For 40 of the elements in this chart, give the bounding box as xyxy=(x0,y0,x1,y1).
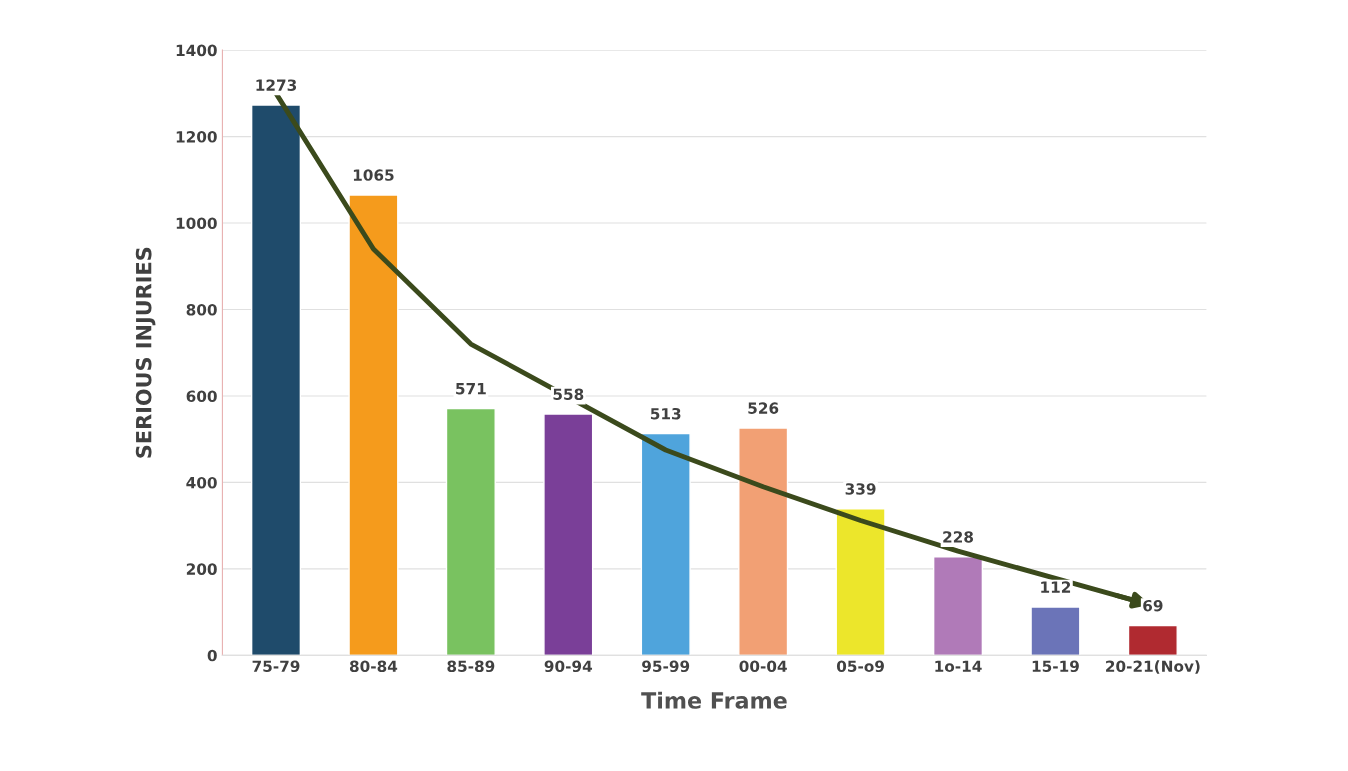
bar xyxy=(250,104,302,656)
data-label: 513 xyxy=(650,407,681,420)
x-tick-label: 95-99 xyxy=(642,660,690,673)
bar xyxy=(835,508,886,656)
y-tick-label: 1000 xyxy=(176,217,217,230)
bar xyxy=(543,413,594,656)
bar xyxy=(1127,624,1178,656)
data-label: 526 xyxy=(748,402,779,414)
data-label: 69 xyxy=(1143,599,1163,612)
data-label: 571 xyxy=(456,383,486,395)
y-tick-label: 200 xyxy=(186,563,217,575)
x-tick-label: 05-o9 xyxy=(836,660,884,673)
y-tick-label: 1400 xyxy=(176,44,217,57)
y-tick-label: 1200 xyxy=(176,131,217,143)
bar xyxy=(738,427,789,656)
data-label: 228 xyxy=(943,531,974,543)
x-tick-label: 00-04 xyxy=(739,660,787,673)
bar xyxy=(1030,606,1081,656)
x-tick-label: 90-94 xyxy=(544,660,593,673)
y-axis-title: SERIOUS INJURIES xyxy=(135,247,156,458)
data-label: 1273 xyxy=(256,79,297,91)
bar xyxy=(445,407,496,656)
y-tick-label: 0 xyxy=(207,649,217,662)
data-label: 558 xyxy=(553,388,584,401)
y-tick-label: 400 xyxy=(186,476,217,489)
bar xyxy=(348,194,399,656)
x-tick-label: 20-21(Nov) xyxy=(1106,660,1200,674)
data-label: 112 xyxy=(1041,581,1071,593)
x-axis-title: Time Frame xyxy=(641,691,787,709)
x-tick-label: 80-84 xyxy=(349,660,398,673)
data-label: 1065 xyxy=(353,169,394,181)
x-tick-label: 85-89 xyxy=(447,660,495,673)
y-tick-label: 800 xyxy=(186,303,217,316)
x-tick-label: 1o-14 xyxy=(935,660,982,673)
bar xyxy=(932,556,984,656)
data-label: 339 xyxy=(845,483,876,495)
x-tick-label: 75-79 xyxy=(252,660,300,673)
bar xyxy=(640,432,691,656)
x-tick-label: 15-19 xyxy=(1032,660,1079,673)
y-tick-label: 600 xyxy=(186,390,217,402)
